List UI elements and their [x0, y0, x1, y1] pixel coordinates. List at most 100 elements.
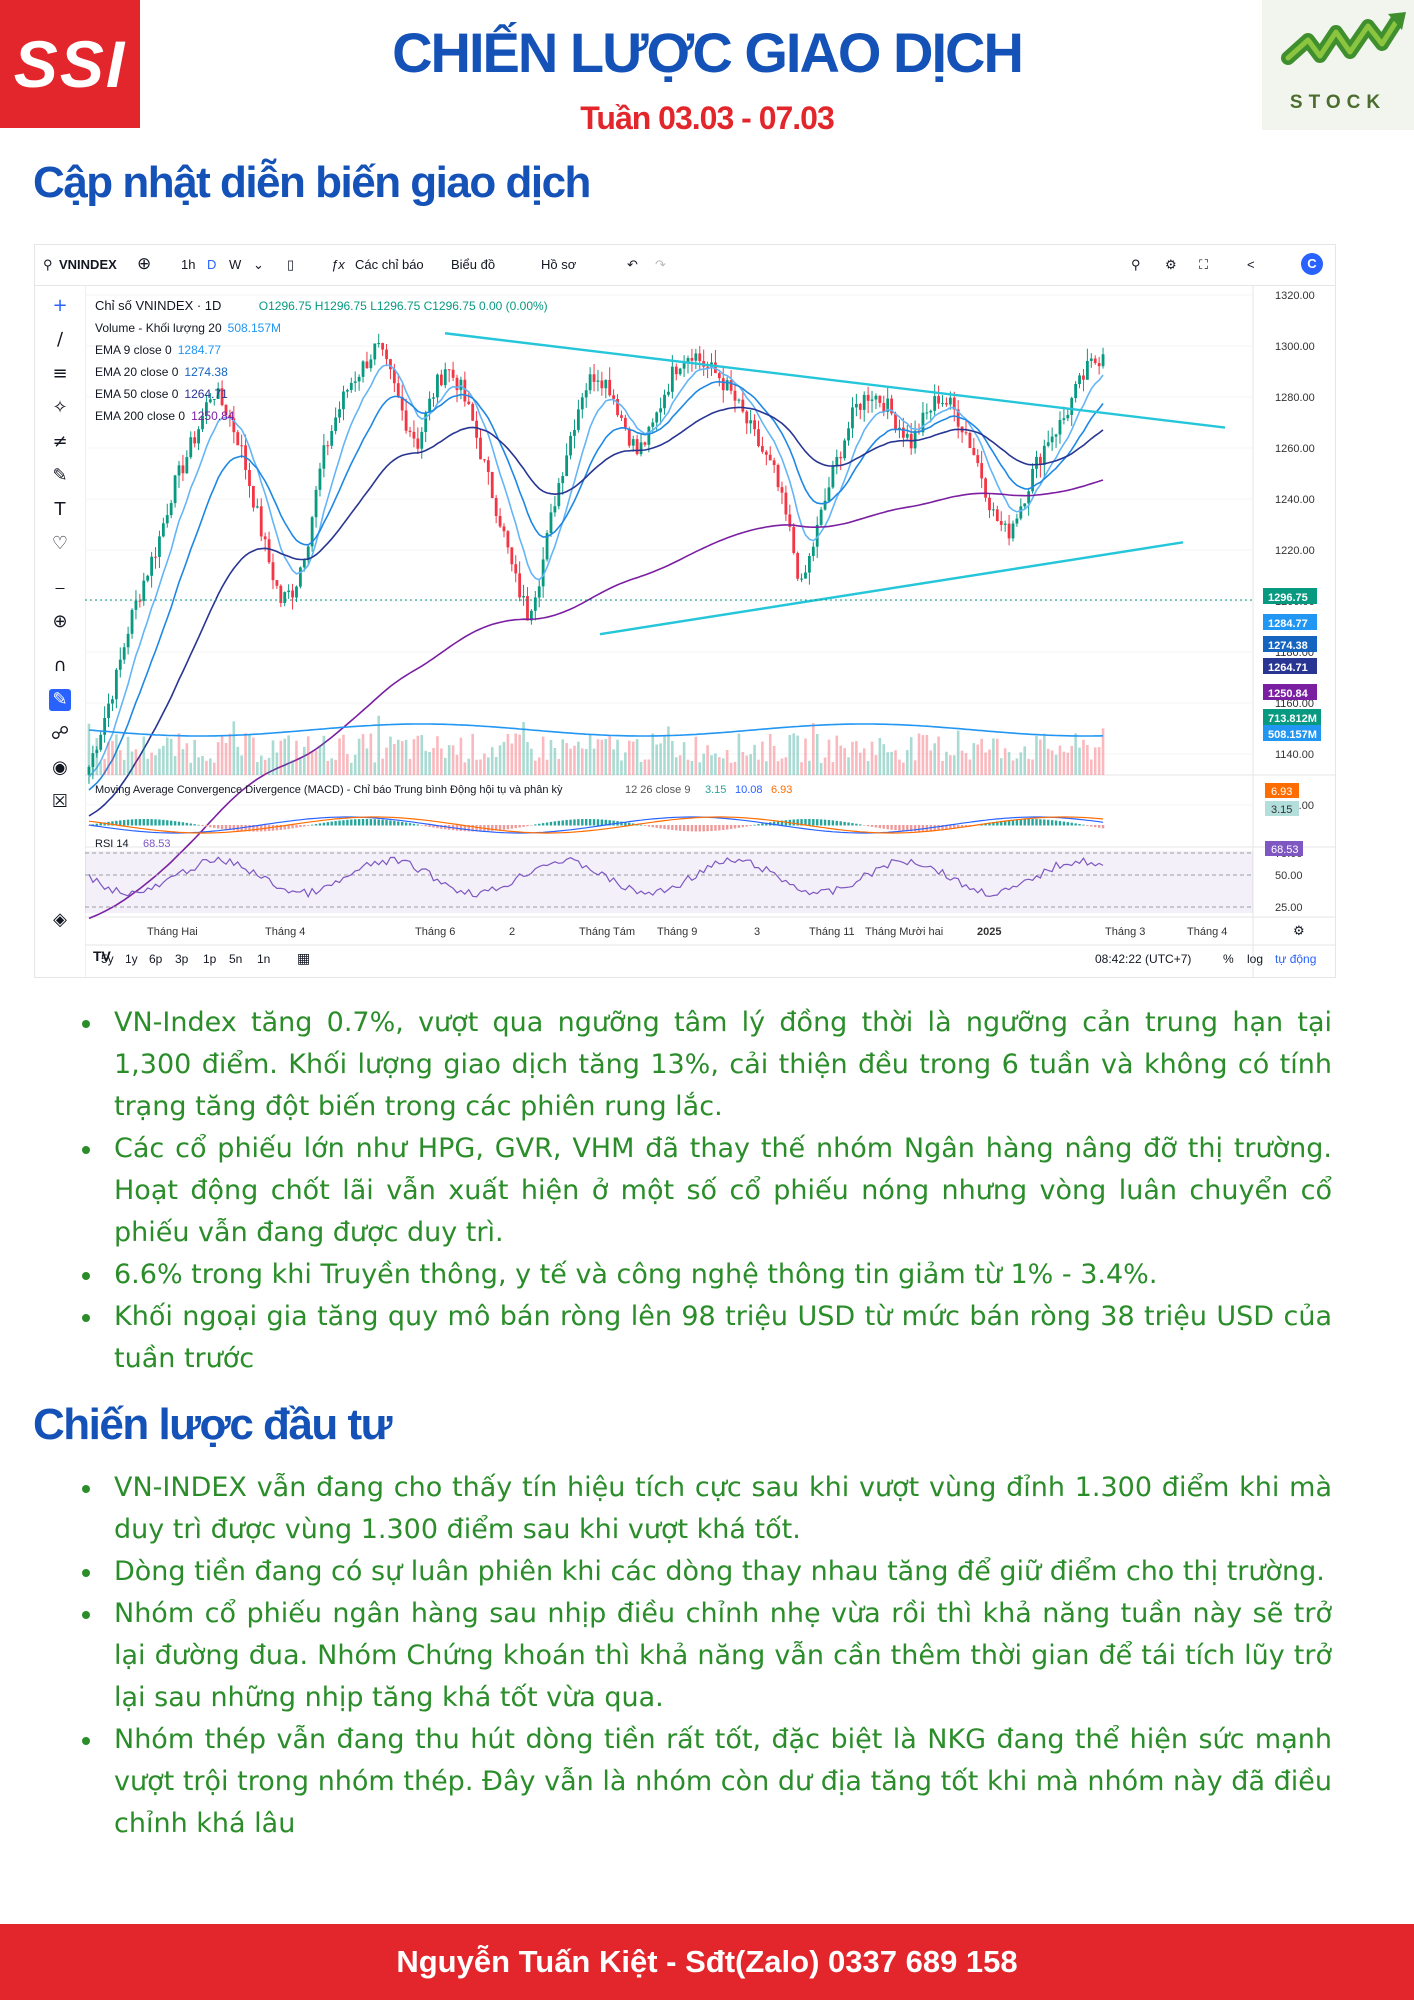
macd-histogram-bar: [397, 821, 400, 826]
fullscreen-icon[interactable]: ⛶: [1199, 257, 1209, 272]
range-button[interactable]: 5y: [101, 952, 114, 966]
percent-toggle[interactable]: %: [1223, 952, 1234, 966]
candle: [392, 369, 396, 384]
candle: [526, 596, 529, 621]
price-pane[interactable]: 1320.00 1300.00 1280.00 1260.00 1240.00 1220.…: [35, 245, 1335, 977]
candle: [475, 420, 478, 438]
candle: [956, 409, 960, 427]
candle: [580, 397, 584, 410]
candle: [389, 359, 392, 370]
tradingview-cloud-icon[interactable]: C: [1301, 253, 1323, 275]
volume-bar: [1089, 759, 1093, 775]
volume-bar: [130, 751, 134, 775]
pattern-icon[interactable]: ✧: [52, 397, 68, 418]
candle: [1070, 398, 1074, 415]
candle-type-icon[interactable]: ▯: [287, 257, 295, 272]
share-icon[interactable]: <: [1247, 257, 1255, 272]
search-icon[interactable]: ⚲: [43, 257, 53, 272]
log-toggle[interactable]: log: [1247, 952, 1263, 966]
interval-1h[interactable]: 1h: [181, 257, 196, 272]
zoom-icon[interactable]: ⊕: [52, 611, 68, 632]
volume-bar: [310, 752, 314, 775]
chart-type-button[interactable]: Biểu đồ: [451, 257, 496, 272]
crosshair-icon[interactable]: +: [52, 295, 68, 316]
range-button[interactable]: 1n: [257, 952, 270, 966]
redo-icon[interactable]: ↷: [655, 257, 666, 272]
candle: [819, 509, 823, 525]
candle: [1082, 375, 1085, 380]
lock-icon[interactable]: ☍: [50, 723, 70, 744]
macd-histogram-bar: [913, 825, 917, 832]
fib-icon[interactable]: ≡: [52, 363, 68, 384]
range-button[interactable]: 5n: [229, 952, 242, 966]
volume-bar: [941, 761, 944, 775]
y-tick-label: 1320.00: [1275, 290, 1315, 302]
candle: [103, 718, 107, 735]
x-tick-label: Tháng Mười hai: [865, 926, 943, 938]
volume-bar: [185, 743, 189, 775]
macd-histogram-bar: [220, 825, 224, 830]
candle: [318, 468, 322, 490]
candle: [886, 398, 890, 412]
candle: [764, 451, 768, 455]
candle: [839, 456, 843, 459]
volume-bar: [620, 760, 623, 775]
add-symbol-icon[interactable]: ⊕: [137, 254, 152, 273]
candle: [537, 586, 541, 598]
volume-bar: [428, 752, 431, 775]
volume-bar: [835, 735, 839, 775]
volume-bar: [588, 733, 592, 775]
candle: [87, 766, 91, 775]
x-tick-label: 3: [754, 926, 760, 938]
candle: [158, 536, 161, 557]
volume-bar: [631, 741, 635, 775]
macd-histogram-bar: [620, 821, 623, 826]
range-button[interactable]: 6p: [149, 952, 163, 966]
candle: [169, 503, 173, 516]
volume-bar: [475, 759, 478, 775]
calendar-icon[interactable]: ▦: [297, 951, 310, 967]
brush-icon[interactable]: ✎: [52, 465, 68, 486]
candle: [874, 395, 878, 400]
quick-search-icon[interactable]: ⚲: [1131, 257, 1141, 272]
undo-icon[interactable]: ↶: [627, 257, 638, 272]
macd-histogram-bar: [244, 825, 247, 832]
ruler-icon[interactable]: ⎯: [55, 577, 65, 598]
range-button[interactable]: 3p: [175, 952, 189, 966]
auto-toggle[interactable]: tự động: [1275, 952, 1316, 966]
macd-histogram-bar: [796, 819, 799, 826]
candle: [721, 378, 725, 391]
candle: [208, 399, 212, 403]
volume-bar: [303, 746, 306, 775]
macd-histogram-bar: [804, 819, 807, 826]
text-tool-icon[interactable]: T: [54, 499, 66, 520]
forecast-icon[interactable]: ≠: [52, 431, 68, 452]
interval-d[interactable]: D: [207, 257, 217, 272]
candle: [193, 437, 197, 444]
trendline-icon[interactable]: ∕: [56, 329, 64, 350]
trash-icon[interactable]: ☒: [51, 791, 69, 812]
range-button[interactable]: 1p: [203, 952, 217, 966]
macd-histogram-bar: [381, 819, 384, 826]
lock-drawing-icon[interactable]: ✎: [49, 689, 71, 711]
interval-w[interactable]: W: [229, 257, 242, 272]
settings-icon[interactable]: ⚙: [1293, 924, 1305, 939]
eye-icon[interactable]: ◉: [52, 757, 68, 778]
candle: [941, 403, 944, 405]
price-tag: 1284.77: [1268, 618, 1308, 630]
y-tick-label: 1140.00: [1275, 749, 1314, 761]
macd-histogram-bar: [964, 825, 968, 827]
candle: [310, 517, 314, 547]
profile-button[interactable]: Hồ sơ: [541, 257, 577, 272]
gear-icon[interactable]: ⚙: [1165, 257, 1177, 272]
macd-histogram-bar: [338, 820, 341, 826]
magnet-icon[interactable]: ∩: [53, 655, 67, 676]
layers-icon[interactable]: ◈: [53, 909, 67, 930]
price-tag-bg: [1263, 588, 1317, 604]
indicators-button[interactable]: Các chỉ báo: [355, 257, 424, 272]
range-button[interactable]: 1y: [125, 952, 138, 966]
candle: [114, 669, 118, 700]
heart-icon[interactable]: ♡: [51, 533, 69, 554]
symbol-search[interactable]: VNINDEX: [59, 257, 117, 272]
chevron-down-icon[interactable]: ⌄: [253, 257, 264, 272]
